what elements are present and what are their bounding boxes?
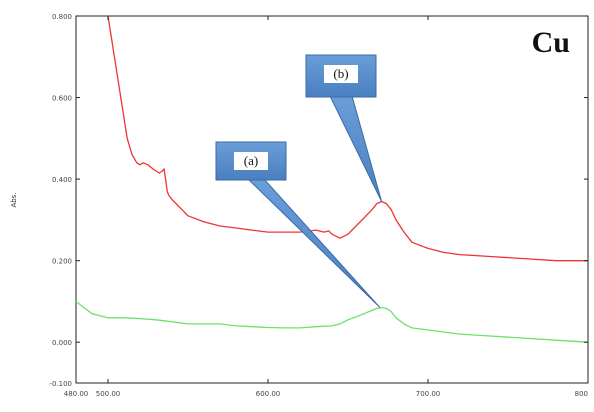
series-line-1	[107, 15, 588, 262]
y-tick-label: 0.400	[52, 176, 72, 184]
series-line-0	[75, 300, 589, 343]
x-tick-label: 500.00	[96, 390, 121, 398]
x-tick-label: 800	[575, 390, 588, 398]
y-tick-label: 0.000	[52, 339, 72, 347]
y-tick-label: 0.600	[52, 95, 72, 103]
y-tick-label: 0.200	[52, 258, 72, 266]
chart-title: Cu	[532, 26, 570, 59]
callout-label-bg	[234, 152, 268, 170]
callout-label: (b)	[333, 66, 348, 81]
ticks-layer: -0.100 0.000 0.200 0.400 0.600 0.800 480.00 500…	[49, 13, 589, 398]
x-tick-label: 600.00	[256, 390, 281, 398]
x-tick-label: 700.00	[416, 390, 441, 398]
y-tick-label: -0.100	[49, 380, 72, 388]
callout-layer: (a) (b)	[215, 54, 383, 308]
callout-label-bg	[324, 65, 358, 83]
x-tick-label: 480.00	[64, 390, 89, 398]
series-layer	[75, 15, 589, 343]
callout-label: (a)	[244, 153, 258, 168]
y-tick-label: 0.800	[52, 13, 72, 21]
y-axis-label: Abs.	[10, 192, 18, 207]
